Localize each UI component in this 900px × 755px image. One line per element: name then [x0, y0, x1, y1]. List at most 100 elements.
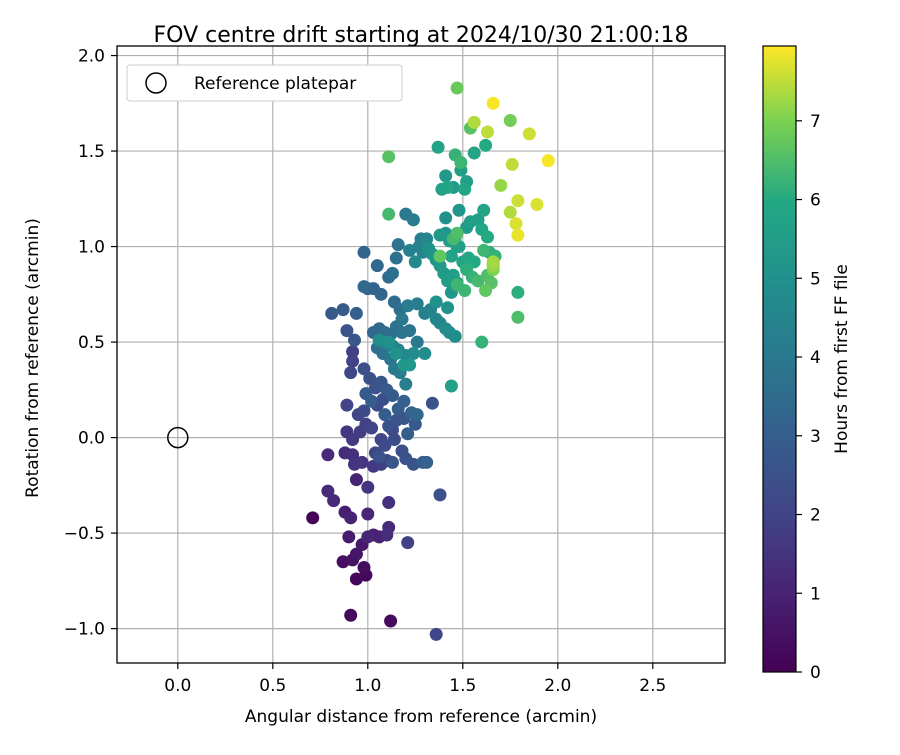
scatter-point [401, 427, 415, 441]
scatter-point [454, 156, 468, 170]
scatter-point [348, 333, 361, 347]
scatter-point [321, 484, 335, 498]
scatter-point [391, 238, 405, 252]
plot-frame [116, 45, 726, 664]
scatter-point [382, 335, 396, 349]
scatter-point [382, 207, 396, 221]
scatter-point [403, 324, 417, 338]
x-tick-label: 1.5 [449, 676, 476, 696]
scatter-point [429, 295, 443, 309]
scatter-point [481, 230, 494, 244]
reference-platepar-marker [167, 426, 189, 449]
colorbar-gradient [762, 45, 797, 673]
scatter-point [486, 255, 500, 269]
scatter-point [479, 138, 493, 152]
scatter-point [340, 324, 354, 338]
scatter-point [325, 306, 339, 320]
x-tick-label: 0.0 [164, 676, 191, 696]
scatter-point [389, 347, 403, 361]
scatter-point [344, 608, 358, 622]
colorbar-tick-label: 1 [810, 584, 821, 604]
scatter-point [433, 249, 447, 263]
x-tick-label: 2.5 [639, 676, 666, 696]
colorbar-label: Hours from first FF file [832, 264, 852, 454]
scatter-point [511, 285, 525, 299]
scatter-point [357, 560, 371, 574]
scatter-point [503, 205, 517, 219]
scatter-point [433, 488, 447, 502]
colorbar-tick-label: 0 [810, 663, 821, 683]
scatter-point [327, 494, 341, 508]
scatter-point [349, 306, 363, 320]
scatter-point [401, 536, 415, 550]
scatter-point [444, 379, 458, 393]
scatter-point [340, 398, 354, 412]
colorbar-ticks: 0 1 2 3 4 5 6 7 [796, 112, 821, 683]
scatter-point [357, 362, 371, 376]
scatter-point [420, 455, 434, 469]
x-axis-label: Angular distance from reference (arcmin) [245, 707, 597, 727]
scatter-point [365, 394, 379, 408]
scatter-point [355, 455, 369, 469]
scatter-point [494, 178, 508, 192]
y-tick-label: 1.5 [78, 142, 105, 162]
scatter-point [511, 228, 525, 242]
x-tick-label: 2.0 [544, 676, 571, 696]
scatter-point [403, 358, 417, 372]
scatter-point [361, 507, 375, 521]
scatter-point [361, 480, 375, 494]
scatter-point [477, 243, 491, 257]
scatter-point [344, 511, 358, 525]
x-axis-ticks: 0.0 0.5 1.0 1.5 2.0 2.5 [164, 663, 666, 696]
scatter-point [386, 455, 399, 469]
scatter-point [441, 180, 455, 194]
scatter-point [505, 157, 519, 171]
scatter-point [467, 115, 481, 129]
scatter-point [479, 284, 493, 298]
scatter-point [503, 113, 517, 127]
scatter-point [450, 278, 464, 292]
legend-entry-reference-platepar: Reference platepar [194, 74, 356, 94]
scatter-point [342, 530, 356, 544]
scatter-point [357, 404, 371, 418]
scatter-point [425, 396, 439, 410]
scatter-point [349, 473, 363, 487]
scatter-point [522, 127, 536, 141]
y-tick-label: −1.0 [64, 620, 105, 640]
colorbar-tick-label: 4 [810, 348, 821, 368]
scatter-point [336, 303, 350, 317]
scatter-points [306, 81, 555, 641]
scatter-point [374, 287, 388, 301]
scatter-point [306, 511, 320, 525]
scatter-point [410, 335, 424, 349]
scatter-point [477, 203, 491, 217]
colorbar-tick-label: 2 [810, 506, 821, 526]
scatter-point [511, 194, 525, 208]
scatter-point [386, 266, 399, 280]
scatter-point [467, 146, 481, 160]
scatter-point [397, 394, 411, 408]
legend-marker [145, 72, 167, 94]
scatter-point [406, 213, 420, 227]
y-tick-label: 0.0 [78, 429, 105, 449]
scatter-point [384, 614, 398, 628]
scatter-point [429, 627, 443, 641]
colorbar-tick-label: 7 [810, 112, 821, 132]
scatter-point [357, 280, 371, 294]
scatter-point [433, 228, 447, 242]
x-tick-label: 0.5 [259, 676, 286, 696]
scatter-point [410, 408, 424, 422]
scatter-point [399, 377, 413, 391]
scatter-point [511, 310, 525, 324]
scatter-point [448, 329, 462, 343]
scatter-point [541, 154, 555, 168]
scatter-point [357, 245, 371, 259]
scatter-point [349, 547, 363, 561]
scatter-point [386, 389, 399, 403]
y-axis-ticks: −1.0 −0.5 0.0 0.5 1.0 1.5 2.0 [64, 47, 117, 640]
y-axis-label: Rotation from reference (arcmin) [23, 218, 43, 498]
scatter-point [441, 301, 455, 315]
scatter-point [509, 217, 523, 231]
scatter-point [395, 312, 409, 326]
